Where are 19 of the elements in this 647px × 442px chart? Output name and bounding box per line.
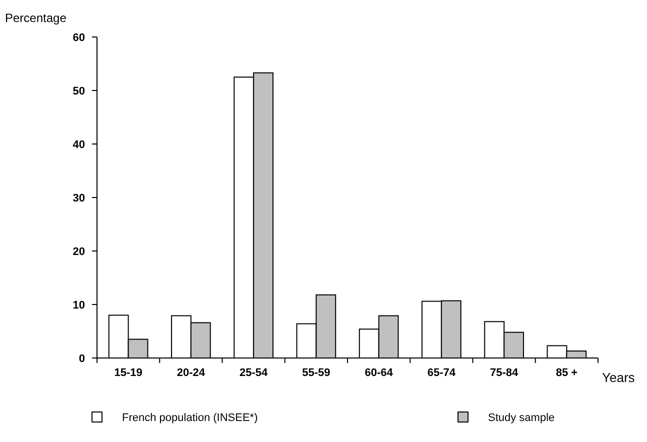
- legend-label: Study sample: [488, 412, 555, 424]
- x-tick-label: 55-59: [302, 367, 330, 379]
- x-tick-label: 65-74: [427, 367, 456, 379]
- x-tick-label: 85 +: [556, 367, 578, 379]
- x-tick-label: 75-84: [490, 367, 520, 379]
- y-tick-label: 30: [72, 192, 85, 204]
- y-tick-label: 50: [72, 85, 85, 98]
- y-tick-label: 20: [72, 246, 85, 258]
- y-tick-label: 0: [78, 352, 85, 365]
- x-tick-label: 25-54: [239, 367, 269, 379]
- y-tick-label: 60: [72, 32, 85, 44]
- x-tick-label: 20-24: [176, 367, 206, 379]
- y-tick-label: 40: [72, 138, 85, 151]
- x-tick-label: 60-64: [364, 367, 394, 379]
- x-tick-label: 15-19: [114, 367, 142, 379]
- y-tick-label: 10: [72, 299, 85, 312]
- x-axis-title: Years: [602, 370, 636, 385]
- legend-label: French population (INSEE*): [122, 412, 258, 424]
- y-axis-title: Percentage: [5, 11, 67, 25]
